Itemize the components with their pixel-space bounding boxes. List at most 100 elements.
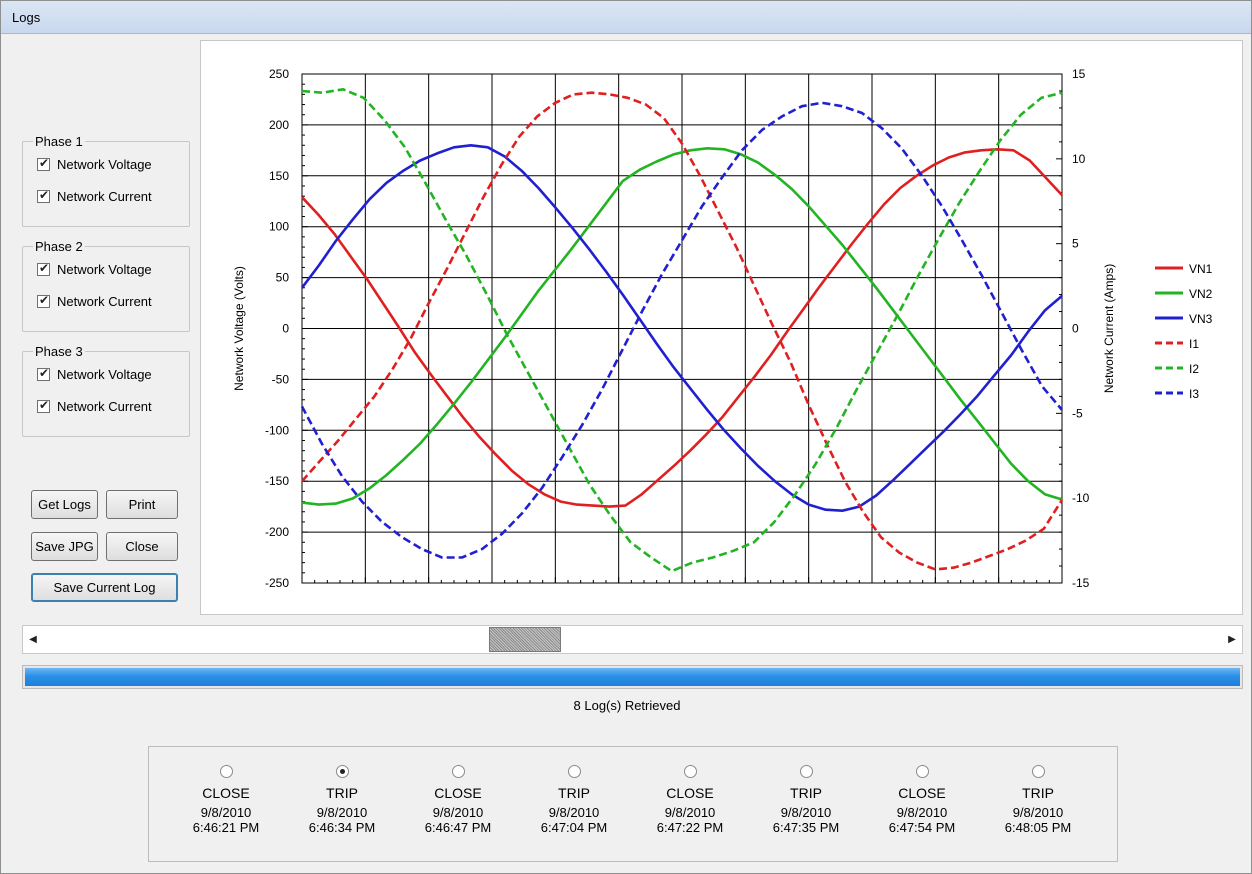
phase-2-voltage-checkbox[interactable]: Network Voltage bbox=[37, 261, 152, 277]
chart-panel: 250 200 150 100 50 0 -50 -100 -150 -200 -250 15 10 5 0… bbox=[200, 40, 1243, 615]
log-type: CLOSE bbox=[202, 785, 250, 801]
legend-label: I2 bbox=[1189, 362, 1199, 376]
phase-3-group: Phase 3 Network Voltage Network Current bbox=[22, 344, 190, 437]
log-type: TRIP bbox=[558, 785, 590, 801]
log-radio[interactable] bbox=[451, 765, 465, 778]
series-line-vn2 bbox=[301, 147, 1063, 506]
log-type: TRIP bbox=[790, 785, 822, 801]
log-item[interactable]: TRIP 9/8/2010 6:47:35 PM bbox=[756, 765, 856, 835]
series-line-vn3 bbox=[300, 144, 1063, 513]
log-time: 6:48:05 PM bbox=[1004, 820, 1072, 835]
close-button[interactable]: Close bbox=[106, 532, 178, 561]
phase-1-current-checkbox[interactable]: Network Current bbox=[37, 188, 152, 204]
phase-3-voltage-label: Network Voltage bbox=[57, 366, 152, 382]
title-bar[interactable]: Logs bbox=[1, 1, 1251, 34]
log-date: 9/8/2010 bbox=[1012, 805, 1064, 820]
save-jpg-button[interactable]: Save JPG bbox=[31, 532, 98, 561]
status-text: 8 Log(s) Retrieved bbox=[573, 698, 681, 713]
log-time: 6:46:34 PM bbox=[308, 820, 376, 835]
phase-3-current-label: Network Current bbox=[57, 398, 152, 414]
y2-tick-label: 0 bbox=[1072, 322, 1079, 336]
log-item[interactable]: CLOSE 9/8/2010 6:47:54 PM bbox=[872, 765, 972, 835]
checkbox-checked-icon[interactable] bbox=[37, 398, 50, 413]
log-radio[interactable] bbox=[1031, 765, 1045, 778]
y2-tick-label: 10 bbox=[1072, 152, 1086, 166]
phase-1-voltage-label: Network Voltage bbox=[57, 156, 152, 172]
y-tick-label: -50 bbox=[272, 372, 290, 386]
scroll-left-icon[interactable]: ◀ bbox=[29, 634, 37, 645]
log-scrollbar[interactable]: ◀ ▶ bbox=[22, 625, 1243, 654]
log-radio[interactable] bbox=[567, 765, 581, 778]
y-tick-label: 200 bbox=[269, 118, 289, 132]
log-time: 6:46:21 PM bbox=[192, 820, 260, 835]
get-logs-button[interactable]: Get Logs bbox=[31, 490, 98, 519]
phase-2-title: Phase 2 bbox=[33, 239, 85, 254]
print-button[interactable]: Print bbox=[106, 490, 178, 519]
y2-tick-label: -10 bbox=[1072, 491, 1090, 505]
progress-fill bbox=[25, 668, 1240, 686]
log-time: 6:47:54 PM bbox=[888, 820, 956, 835]
y-tick-label: -150 bbox=[265, 474, 289, 488]
checkbox-checked-icon[interactable] bbox=[37, 156, 50, 171]
log-radio[interactable] bbox=[799, 765, 813, 778]
log-date: 9/8/2010 bbox=[896, 805, 948, 820]
series-line-i1 bbox=[301, 91, 1064, 571]
checkbox-checked-icon[interactable] bbox=[37, 366, 50, 381]
scroll-thumb[interactable] bbox=[489, 627, 561, 652]
log-date: 9/8/2010 bbox=[200, 805, 252, 820]
y-tick-label: -250 bbox=[265, 576, 289, 590]
log-date: 9/8/2010 bbox=[316, 805, 368, 820]
log-radio[interactable] bbox=[683, 765, 697, 778]
y-tick-label: 0 bbox=[282, 322, 289, 336]
legend-label: VN2 bbox=[1189, 287, 1213, 301]
log-type: CLOSE bbox=[898, 785, 946, 801]
log-time: 6:46:47 PM bbox=[424, 820, 492, 835]
series-line-i3 bbox=[300, 101, 1063, 559]
window-title: Logs bbox=[12, 10, 41, 25]
phase-2-voltage-label: Network Voltage bbox=[57, 261, 152, 277]
legend-label: VN1 bbox=[1189, 262, 1213, 276]
legend-label: I3 bbox=[1189, 387, 1199, 401]
phase-2-group: Phase 2 Network Voltage Network Current bbox=[22, 239, 190, 332]
phase-1-title: Phase 1 bbox=[33, 134, 85, 149]
log-item[interactable]: TRIP 9/8/2010 6:47:04 PM bbox=[524, 765, 624, 835]
log-time: 6:47:22 PM bbox=[656, 820, 724, 835]
log-item[interactable]: CLOSE 9/8/2010 6:46:47 PM bbox=[408, 765, 508, 835]
log-type: CLOSE bbox=[666, 785, 714, 801]
phase-1-group: Phase 1 Network Voltage Network Current bbox=[22, 134, 190, 227]
log-type: TRIP bbox=[1022, 785, 1054, 801]
log-date: 9/8/2010 bbox=[664, 805, 716, 820]
progress-bar bbox=[22, 665, 1243, 689]
log-item[interactable]: TRIP 9/8/2010 6:46:34 PM bbox=[292, 765, 392, 835]
log-time: 6:47:35 PM bbox=[772, 820, 840, 835]
save-current-log-button[interactable]: Save Current Log bbox=[31, 573, 178, 602]
y2-tick-label: -5 bbox=[1072, 406, 1083, 420]
y-tick-label: 100 bbox=[269, 220, 289, 234]
log-radio[interactable] bbox=[219, 765, 233, 778]
phase-1-current-label: Network Current bbox=[57, 188, 152, 204]
checkbox-checked-icon[interactable] bbox=[37, 261, 50, 276]
checkbox-checked-icon[interactable] bbox=[37, 188, 50, 203]
log-date: 9/8/2010 bbox=[432, 805, 484, 820]
log-selector: CLOSE 9/8/2010 6:46:21 PM TRIP 9/8/2010 6:46:… bbox=[148, 746, 1118, 862]
phase-3-current-checkbox[interactable]: Network Current bbox=[37, 398, 152, 414]
log-item[interactable]: CLOSE 9/8/2010 6:47:22 PM bbox=[640, 765, 740, 835]
log-radio[interactable] bbox=[915, 765, 929, 778]
y2-tick-label: -15 bbox=[1072, 576, 1090, 590]
checkbox-checked-icon[interactable] bbox=[37, 293, 50, 308]
log-time: 6:47:04 PM bbox=[540, 820, 608, 835]
y-tick-label: 250 bbox=[269, 67, 289, 81]
phase-3-voltage-checkbox[interactable]: Network Voltage bbox=[37, 366, 152, 382]
log-radio[interactable] bbox=[335, 765, 349, 778]
y2-tick-label: 5 bbox=[1072, 237, 1079, 251]
log-date: 9/8/2010 bbox=[548, 805, 600, 820]
phase-2-current-checkbox[interactable]: Network Current bbox=[37, 293, 152, 309]
log-item[interactable]: TRIP 9/8/2010 6:48:05 PM bbox=[988, 765, 1088, 835]
legend-label: VN3 bbox=[1189, 312, 1213, 326]
y-tick-label: 50 bbox=[276, 271, 290, 285]
phase-3-title: Phase 3 bbox=[33, 344, 85, 359]
scroll-right-icon[interactable]: ▶ bbox=[1228, 634, 1236, 645]
phase-1-voltage-checkbox[interactable]: Network Voltage bbox=[37, 156, 152, 172]
y2-axis-label: Network Current (Amps) bbox=[1102, 264, 1116, 393]
log-item[interactable]: CLOSE 9/8/2010 6:46:21 PM bbox=[176, 765, 276, 835]
